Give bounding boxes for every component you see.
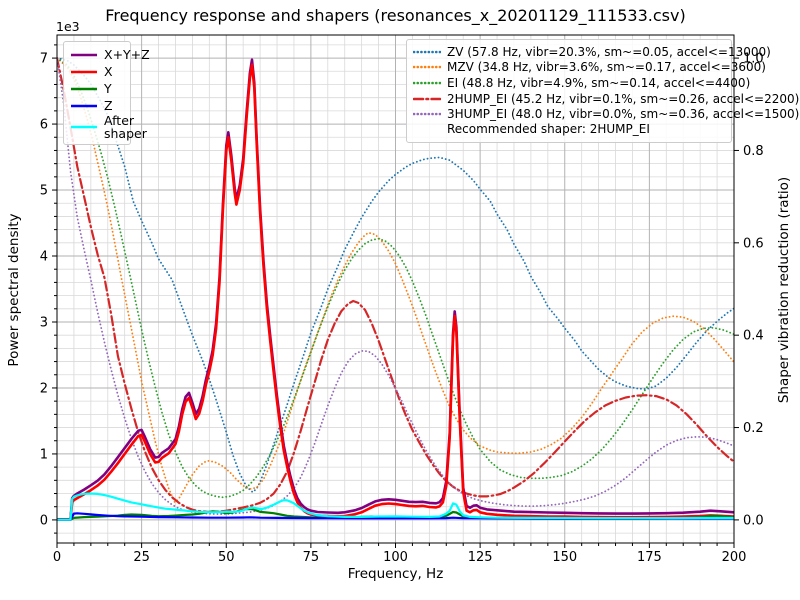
shaper-legend-item-0: ZV (57.8 Hz, vibr=20.3%, sm~=0.05, accel…: [413, 44, 771, 60]
shaper-legend-item-4: 3HUMP_EI (48.0 Hz, vibr=0.0%, sm~=0.36, …: [413, 106, 799, 122]
left-y-tick-label: 5: [40, 184, 48, 199]
series-line-x: [57, 63, 734, 521]
legend-line-swatch: [413, 66, 441, 69]
left-y-axis-label: Power spectral density: [6, 213, 22, 367]
legend-line-swatch: [71, 104, 97, 107]
shaper-legend-label: 3HUMP_EI (48.0 Hz, vibr=0.0%, sm~=0.36, …: [447, 107, 800, 122]
legend-line-swatch: [413, 97, 441, 100]
shaper-legend-item-1: MZV (34.8 Hz, vibr=3.6%, sm~=0.17, accel…: [413, 60, 766, 76]
x-tick-label: 75: [303, 550, 320, 565]
psd-legend-item-2: Y: [70, 80, 124, 97]
x-axis-label: Frequency, Hz: [347, 566, 444, 582]
series-line-3hump-ei: [57, 57, 734, 515]
psd-legend-item-0: X+Y+Z: [70, 46, 150, 63]
right-y-tick-label: 0.8: [743, 144, 764, 159]
psd-legend-label: Y: [104, 81, 112, 96]
x-tick-label: 100: [383, 550, 408, 565]
psd-legend-label: X: [104, 64, 113, 79]
series-group: [57, 56, 734, 521]
tick-marks: [52, 44, 739, 548]
series-line-ei: [57, 57, 734, 499]
psd-legend-item-1: X: [70, 63, 124, 80]
x-tick-label: 200: [722, 550, 747, 565]
right-y-tick-label: 0.0: [743, 513, 764, 528]
shaper-legend-item-2: EI (48.8 Hz, vibr=4.9%, sm~=0.14, accel<…: [413, 75, 750, 91]
legend-line-swatch: [413, 50, 441, 54]
left-y-tick-label: 3: [40, 315, 48, 330]
x-tick-label: 25: [133, 550, 150, 565]
left-y-tick-label: 2: [40, 381, 48, 396]
legend-line-swatch: [71, 70, 97, 73]
left-y-tick-label: 6: [40, 118, 48, 133]
x-tick-label: 125: [468, 550, 493, 565]
x-tick-label: 175: [637, 550, 662, 565]
shaper-legend-label: EI (48.8 Hz, vibr=4.9%, sm~=0.14, accel<…: [447, 75, 751, 90]
legend-line-swatch: [71, 87, 97, 90]
shaper-legend: ZV (57.8 Hz, vibr=20.3%, sm~=0.05, accel…: [406, 39, 799, 143]
left-y-tick-label: 4: [40, 250, 48, 265]
shaper-legend-label: ZV (57.8 Hz, vibr=20.3%, sm~=0.05, accel…: [447, 44, 771, 59]
tick-labels: 0 25 50 75 100 125 150 175 200 0 1 2 3 4 5 6 7 0.0 0.2 0.4 0…: [40, 52, 764, 565]
left-y-tick-label: 1: [40, 447, 48, 462]
right-y-tick-label: 0.6: [743, 236, 764, 251]
x-tick-label: 50: [218, 550, 235, 565]
psd-legend-label: X+Y+Z: [104, 47, 150, 62]
y-axis-offset-multiplier: 1e3: [56, 19, 80, 34]
psd-legend-item-3: Z: [70, 97, 124, 114]
legend-line-swatch: [71, 53, 97, 56]
series-line-mzv: [57, 57, 734, 504]
right-y-tick-label: 0.4: [743, 329, 764, 344]
legend-line-swatch: [413, 81, 441, 85]
left-y-tick-label: 7: [40, 52, 48, 67]
series-line-2hump-ei: [57, 56, 734, 514]
chart-title: Frequency response and shapers (resonanc…: [105, 6, 686, 25]
legend-line-swatch: [71, 125, 97, 129]
psd-legend: X+Y+Z X Y Z After shaper: [63, 41, 150, 145]
psd-legend-label: Z: [104, 98, 113, 113]
x-tick-label: 150: [552, 550, 577, 565]
x-tick-label: 0: [53, 550, 61, 565]
right-y-axis-label: Shaper vibration reduction (ratio): [776, 176, 792, 404]
right-y-tick-label: 1.0: [743, 52, 764, 67]
shaper-legend-label: 2HUMP_EI (45.2 Hz, vibr=0.1%, sm~=0.26, …: [447, 91, 800, 106]
series-line-after-shaper: [57, 492, 734, 521]
recommended-shaper-text: Recommended shaper: 2HUMP_EI: [447, 121, 650, 136]
shaper-legend-label: MZV (34.8 Hz, vibr=3.6%, sm~=0.17, accel…: [447, 60, 766, 75]
legend-line-swatch: [413, 112, 441, 116]
left-y-tick-label: 0: [40, 513, 48, 528]
psd-legend-item-4: After shaper: [70, 114, 147, 140]
shaper-legend-item-3: 2HUMP_EI (45.2 Hz, vibr=0.1%, sm~=0.26, …: [413, 91, 799, 107]
psd-legend-label: After shaper: [104, 113, 147, 141]
right-y-tick-label: 0.2: [743, 421, 764, 436]
